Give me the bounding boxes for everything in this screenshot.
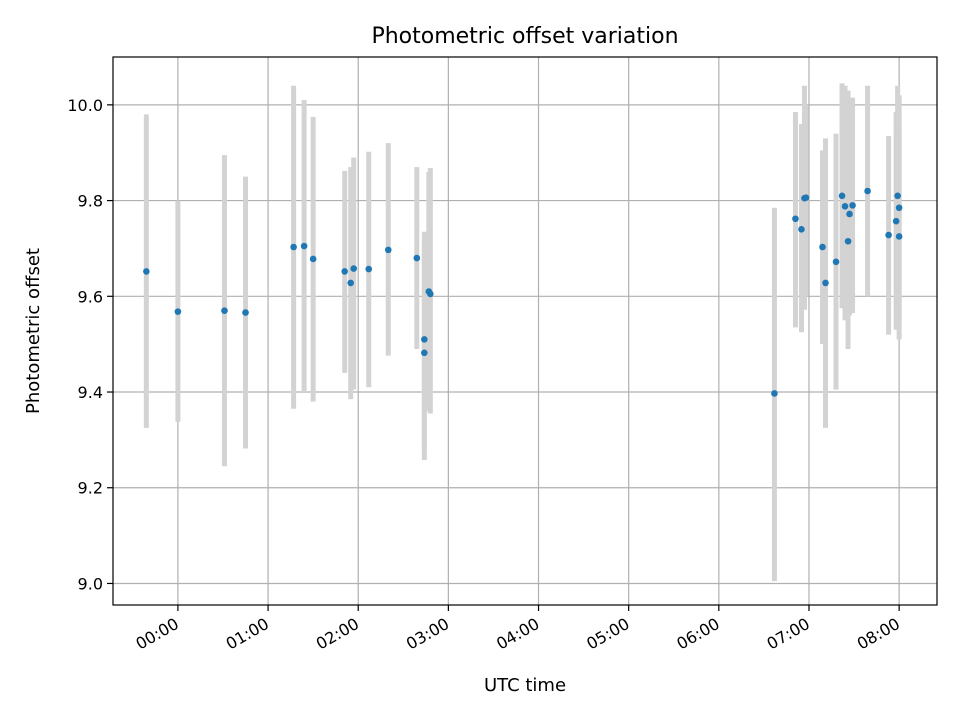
data-point [347, 279, 355, 287]
data-point [894, 192, 901, 200]
x-tick-label: 06:00 [673, 614, 722, 654]
y-tick-label: 9.6 [78, 287, 103, 306]
data-point [895, 204, 903, 212]
data-point [802, 194, 810, 202]
data-point [846, 210, 853, 218]
data-point [221, 307, 228, 314]
data-point [892, 217, 900, 225]
x-tick-label: 08:00 [854, 614, 903, 654]
data-point [864, 187, 871, 195]
data-point [885, 231, 892, 239]
data-point [174, 308, 182, 315]
data-point [290, 243, 297, 251]
y-tick-label: 9.4 [78, 383, 103, 402]
y-tick-label: 9.0 [78, 574, 103, 593]
data-points [143, 187, 903, 397]
chart-title: Photometric offset variation [371, 24, 678, 49]
data-point [300, 242, 308, 250]
data-point [309, 255, 317, 263]
y-tick-label: 9.2 [78, 479, 103, 498]
data-point [341, 268, 348, 275]
x-tick-label: 01:00 [223, 614, 272, 654]
x-tick-label: 03:00 [403, 614, 452, 654]
data-point [350, 265, 358, 272]
data-point [771, 390, 778, 397]
data-point [384, 246, 392, 254]
x-axis-ticks: 00:00 01:00 02:00 03:00 04:00 05:00 06:00 07:00… [132, 605, 903, 654]
plot-frame [112, 56, 938, 606]
data-point [832, 258, 840, 266]
data-point [798, 225, 805, 233]
y-tick-label: 10.0 [67, 96, 103, 115]
data-point [365, 265, 373, 273]
x-tick-label: 02:00 [313, 614, 362, 654]
grid-lines [113, 57, 937, 605]
data-point [819, 243, 826, 251]
data-point [844, 237, 852, 245]
data-point [413, 254, 421, 262]
data-point [822, 279, 829, 287]
x-tick-label: 00:00 [132, 614, 181, 654]
x-tick-label: 04:00 [493, 614, 542, 654]
data-point [838, 192, 846, 200]
data-point [421, 349, 428, 357]
x-tick-label: 07:00 [764, 614, 813, 654]
data-point [841, 203, 849, 210]
x-axis-label: UTC time [484, 675, 566, 696]
y-tick-label: 9.8 [78, 192, 103, 211]
y-axis-ticks: 9.0 9.2 9.4 9.6 9.8 10.0 [67, 96, 113, 593]
data-point [242, 309, 249, 316]
error-bars [143, 83, 902, 582]
data-point [849, 202, 856, 209]
data-point [427, 290, 434, 298]
data-point [895, 233, 903, 240]
y-axis-label: Photometric offset [23, 248, 44, 414]
data-point [143, 268, 150, 275]
data-point [792, 215, 799, 223]
x-tick-label: 05:00 [583, 614, 632, 654]
data-point [421, 336, 428, 343]
